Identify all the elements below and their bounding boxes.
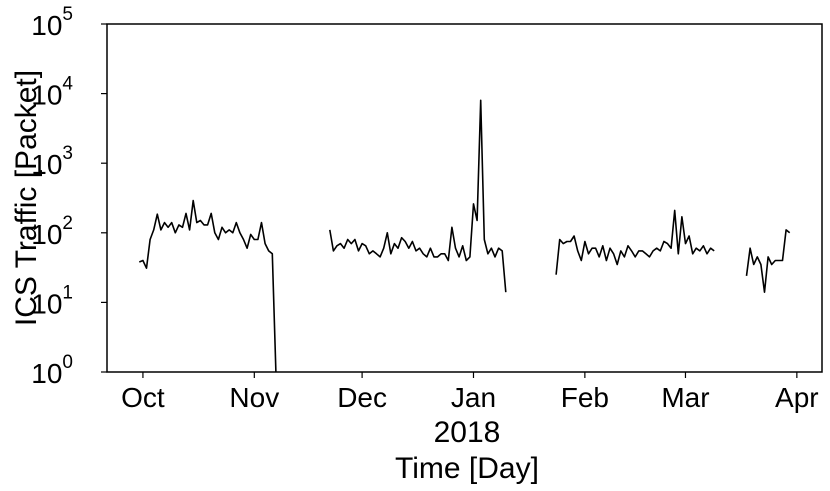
y-tick-exponent: 5 bbox=[62, 4, 73, 25]
y-tick-exponent: 3 bbox=[62, 143, 73, 164]
x-tick-label: Dec bbox=[337, 382, 387, 413]
x-tick-label: Nov bbox=[229, 382, 279, 413]
x-tick-label: Apr bbox=[775, 382, 819, 413]
y-tick-label: 104 bbox=[31, 74, 73, 111]
y-tick-exponent: 2 bbox=[62, 213, 73, 234]
y-tick-base: 10 bbox=[31, 358, 62, 389]
x-tick-label: Feb bbox=[561, 382, 609, 413]
y-tick-base: 10 bbox=[31, 149, 62, 180]
y-tick-label: 105 bbox=[31, 4, 73, 41]
x-year-label: 2018 bbox=[434, 416, 501, 449]
y-tick-label: 100 bbox=[31, 352, 73, 389]
x-tick-label: Jan bbox=[451, 382, 496, 413]
y-tick-base: 10 bbox=[31, 288, 62, 319]
series-line-segment bbox=[745, 229, 791, 294]
x-tick-label: Mar bbox=[661, 382, 709, 413]
y-tick-exponent: 1 bbox=[62, 282, 73, 303]
plot-frame bbox=[106, 23, 823, 373]
y-tick-label: 103 bbox=[31, 143, 73, 180]
series-line-segment bbox=[329, 99, 507, 293]
series-line-segment bbox=[138, 199, 277, 373]
y-tick-label: 101 bbox=[31, 282, 73, 319]
y-tick-base: 10 bbox=[31, 80, 62, 111]
y-tick-base: 10 bbox=[31, 219, 62, 250]
y-tick-base: 10 bbox=[31, 10, 62, 41]
y-tick-label: 102 bbox=[31, 213, 73, 250]
y-axis-label: ICS Traffic [Packet] bbox=[10, 70, 43, 326]
y-tick-exponent: 4 bbox=[62, 74, 73, 95]
x-axis-label: Time [Day] bbox=[395, 452, 539, 485]
series-line-segment bbox=[555, 209, 715, 275]
y-tick-exponent: 0 bbox=[62, 352, 73, 373]
x-tick-label: Oct bbox=[121, 382, 165, 413]
